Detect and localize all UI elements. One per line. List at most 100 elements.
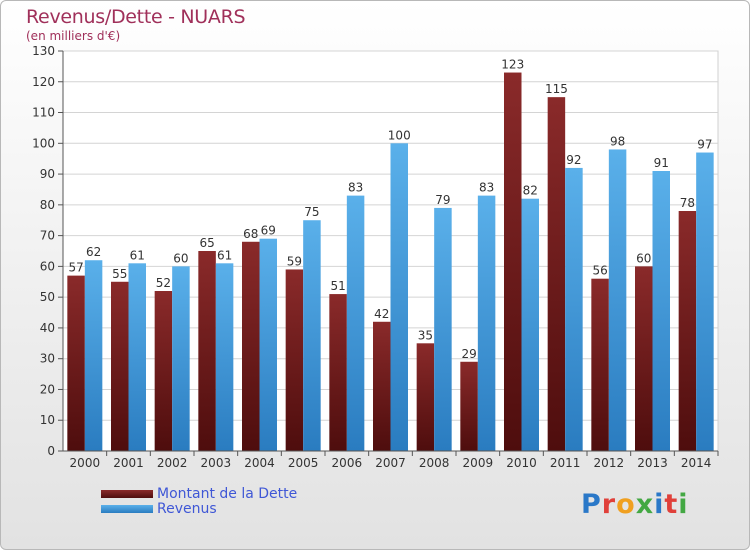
chart-title: Revenus/Dette - NUARS bbox=[26, 6, 246, 28]
y-tick-label: 70 bbox=[40, 229, 55, 243]
bar-revenus bbox=[84, 260, 103, 451]
y-tick-label: 40 bbox=[40, 321, 55, 335]
logo-letter: r bbox=[601, 489, 617, 520]
y-tick-label: 10 bbox=[40, 413, 55, 427]
x-tick-label: 2006 bbox=[332, 456, 363, 470]
data-label: 82 bbox=[523, 184, 538, 198]
x-axis: 2000 2001 2002 2003 2004 2005 2006 2007 2008 2009… bbox=[63, 450, 719, 470]
y-tick-label: 30 bbox=[40, 352, 55, 366]
data-label: 78 bbox=[680, 196, 695, 210]
data-label: 100 bbox=[388, 128, 411, 142]
logo-letter: i bbox=[678, 489, 689, 520]
data-label: 29 bbox=[461, 347, 476, 361]
y-tick-label: 100 bbox=[32, 136, 55, 150]
data-label: 62 bbox=[86, 245, 101, 259]
bar-dette bbox=[504, 72, 522, 452]
y-tick-label: 120 bbox=[32, 75, 55, 89]
data-label: 52 bbox=[156, 276, 171, 290]
bars-group bbox=[67, 72, 714, 452]
bar-revenus bbox=[565, 167, 583, 451]
data-label: 35 bbox=[418, 328, 433, 342]
bar-dette bbox=[111, 281, 129, 451]
bar-revenus bbox=[390, 143, 408, 452]
bar-dette bbox=[329, 294, 347, 451]
chart-subtitle: (en milliers d'€) bbox=[26, 29, 121, 43]
data-label: 61 bbox=[130, 248, 145, 262]
bar-revenus bbox=[259, 238, 277, 451]
y-axis: 0 10 20 30 40 50 60 70 80 90 100 110 120 130 bbox=[32, 44, 64, 458]
x-tick-label: 2002 bbox=[157, 456, 188, 470]
data-label: 57 bbox=[68, 261, 83, 275]
x-tick-label: 2011 bbox=[550, 456, 581, 470]
bar-revenus bbox=[608, 149, 627, 451]
data-label: 61 bbox=[217, 248, 232, 262]
data-label: 75 bbox=[304, 205, 319, 219]
bar-dette bbox=[460, 361, 478, 451]
bar-revenus bbox=[303, 220, 321, 451]
data-label: 83 bbox=[479, 181, 494, 195]
legend-dette-label: Montant de la Dette bbox=[157, 486, 298, 502]
bar-revenus bbox=[434, 207, 452, 451]
logo-letter: i bbox=[654, 489, 665, 520]
x-tick-label: 2014 bbox=[681, 456, 712, 470]
bar-revenus bbox=[128, 263, 146, 451]
bar-dette bbox=[285, 269, 304, 451]
x-tick-label: 2001 bbox=[113, 456, 144, 470]
legend-revenus-swatch bbox=[101, 505, 153, 513]
y-tick-label: 130 bbox=[32, 44, 55, 58]
data-label: 97 bbox=[697, 138, 712, 152]
data-label: 83 bbox=[348, 181, 363, 195]
bar-dette bbox=[154, 291, 173, 451]
x-tick-label: 2009 bbox=[463, 456, 494, 470]
data-label: 98 bbox=[610, 134, 625, 148]
data-label: 42 bbox=[374, 307, 389, 321]
logo-letter: t bbox=[664, 489, 679, 520]
data-label: 68 bbox=[243, 227, 258, 241]
data-label: 65 bbox=[199, 236, 214, 250]
data-label: 91 bbox=[654, 156, 669, 170]
bar-dette bbox=[416, 343, 435, 451]
data-label: 92 bbox=[566, 153, 581, 167]
data-label: 60 bbox=[636, 251, 651, 265]
data-label: 79 bbox=[435, 193, 450, 207]
logo-letter: x bbox=[635, 489, 655, 520]
data-label: 51 bbox=[330, 279, 345, 293]
proxiti-logo: Proxiti bbox=[581, 489, 689, 520]
bar-dette bbox=[198, 251, 216, 451]
x-tick-label: 2003 bbox=[201, 456, 232, 470]
bar-dette bbox=[591, 278, 609, 451]
bar-dette bbox=[678, 211, 697, 451]
y-tick-label: 60 bbox=[40, 259, 55, 273]
bar-dette bbox=[67, 275, 85, 451]
y-tick-label: 90 bbox=[40, 167, 55, 181]
bar-dette bbox=[547, 97, 566, 452]
x-tick-label: 2010 bbox=[506, 456, 537, 470]
logo-letter: o bbox=[616, 489, 636, 520]
x-tick-label: 2012 bbox=[594, 456, 625, 470]
x-tick-label: 2008 bbox=[419, 456, 450, 470]
y-tick-label: 50 bbox=[40, 290, 55, 304]
y-tick-label: 110 bbox=[32, 106, 55, 120]
bar-dette bbox=[242, 241, 260, 451]
data-label: 69 bbox=[261, 224, 276, 238]
data-label: 123 bbox=[501, 58, 524, 72]
x-tick-label: 2013 bbox=[637, 456, 668, 470]
x-tick-label: 2000 bbox=[70, 456, 101, 470]
bar-revenus bbox=[215, 263, 234, 451]
data-label: 115 bbox=[545, 82, 568, 96]
logo-letter: P bbox=[581, 489, 602, 520]
x-tick-label: 2005 bbox=[288, 456, 319, 470]
data-label: 56 bbox=[592, 264, 607, 278]
bar-revenus bbox=[652, 171, 670, 451]
y-tick-label: 80 bbox=[40, 198, 55, 212]
bar-revenus bbox=[346, 195, 365, 451]
data-label: 60 bbox=[173, 251, 188, 265]
y-tick-label: 20 bbox=[40, 382, 55, 396]
x-tick-label: 2007 bbox=[375, 456, 406, 470]
legend-dette-swatch bbox=[101, 490, 153, 498]
data-label: 59 bbox=[287, 254, 302, 268]
x-tick-label: 2004 bbox=[244, 456, 275, 470]
